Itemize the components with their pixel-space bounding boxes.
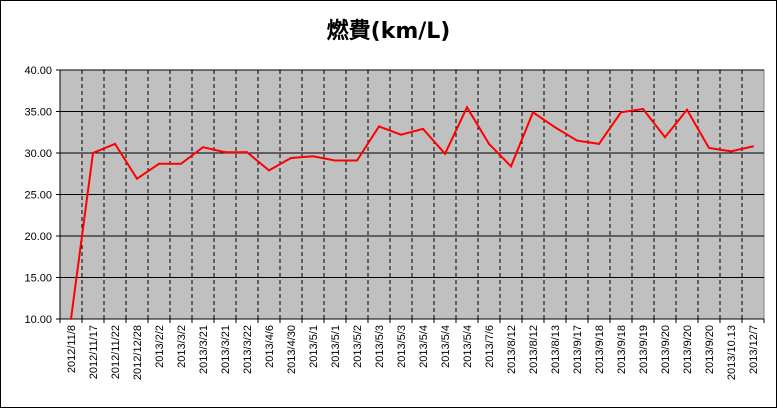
x-tick-label: 2013/5/4 (440, 325, 452, 368)
data-point (488, 142, 490, 145)
data-point (510, 165, 512, 168)
x-tick-label: 2013/8/12 (528, 325, 540, 374)
data-point (400, 133, 402, 136)
x-tick-label: 2013/9/20 (682, 325, 694, 374)
y-tick-label: 40.00 (24, 65, 52, 77)
data-point (356, 159, 358, 162)
data-point (312, 155, 314, 158)
x-tick-label: 2013/4/30 (286, 325, 298, 374)
x-tick-label: 2012/11/8 (66, 325, 78, 373)
x-tick-label: 2013/4/6 (264, 325, 276, 368)
chart-title: 燃費(km/L) (326, 19, 451, 44)
x-tick-labels: 2012/11/8 2012/11/17 2012/11/22 2012/12/28 2… (66, 325, 760, 380)
data-point (444, 152, 446, 155)
x-tick-label: 2013/9/18 (616, 325, 628, 374)
axes (56, 69, 765, 323)
x-tick-label: 2013/9/19 (638, 325, 650, 374)
x-tick-label: 2013/8/13 (550, 325, 562, 374)
data-point (620, 111, 622, 114)
data-point (576, 139, 578, 142)
y-tick-labels: 10.00 15.00 20.00 25.00 30.00 35.00 40.00 (24, 65, 52, 326)
data-point (158, 162, 160, 165)
y-tick-label: 10.00 (24, 314, 52, 326)
x-tick-label: 2013/2/2 (154, 325, 166, 368)
data-point (730, 150, 732, 153)
data-point (642, 108, 644, 111)
data-point (752, 145, 754, 148)
data-point (202, 146, 204, 149)
series-layer (70, 105, 754, 320)
x-tick-label: 2013/5/1 (308, 325, 320, 368)
x-tick-label: 2013/9/20 (660, 325, 672, 374)
x-tick-label: 2013/5/2 (352, 325, 364, 368)
x-tick-label: 2013/9/20 (704, 325, 716, 374)
data-point (70, 318, 72, 320)
x-tick-label: 2013/5/1 (330, 325, 342, 368)
x-tick-label: 2013/8/12 (506, 325, 518, 374)
x-tick-label: 2013/3/21 (220, 325, 232, 374)
data-point (268, 169, 270, 172)
x-tick-label: 2012/11/17 (88, 325, 100, 379)
x-tick-label: 2013/9/18 (594, 325, 606, 374)
data-point (422, 127, 424, 130)
x-tick-label: 2013/10.13 (726, 325, 738, 380)
data-point (136, 177, 138, 180)
data-point (554, 126, 556, 129)
data-point (378, 125, 380, 128)
y-tick-label: 30.00 (24, 148, 52, 160)
x-tick-label: 2013/3/21 (198, 325, 210, 374)
data-point (532, 111, 534, 114)
data-point (224, 151, 226, 154)
series-line (70, 105, 754, 320)
data-point (598, 142, 600, 145)
data-point (686, 108, 688, 111)
x-tick-label: 2013/7/6 (484, 325, 496, 368)
y-tick-label: 20.00 (24, 231, 52, 243)
y-tick-label: 35.00 (24, 107, 52, 119)
data-point (246, 151, 248, 154)
gridlines (60, 69, 764, 320)
x-tick-label: 2013/5/3 (374, 325, 386, 368)
data-point (92, 152, 94, 154)
data-point (466, 106, 468, 109)
x-tick-label: 2013/9/17 (572, 325, 584, 374)
x-tick-label: 2012/11/22 (110, 325, 122, 379)
x-tick-label: 2013/5/4 (462, 325, 474, 368)
data-point (180, 162, 182, 165)
data-point (708, 147, 710, 150)
x-tick-label: 2013/12/7 (748, 325, 760, 374)
data-point (664, 136, 666, 139)
y-tick-label: 15.00 (24, 273, 52, 285)
data-point (290, 156, 292, 159)
x-tick-label: 2012/12/28 (132, 325, 144, 380)
x-tick-label: 2013/5/4 (418, 325, 430, 368)
data-point (334, 159, 336, 162)
x-tick-label: 2013/5/3 (396, 325, 408, 368)
x-tick-label: 2013/3/2 (176, 325, 188, 368)
y-tick-label: 25.00 (24, 190, 52, 202)
data-point (114, 142, 116, 145)
x-tick-label: 2013/3/22 (242, 325, 254, 374)
